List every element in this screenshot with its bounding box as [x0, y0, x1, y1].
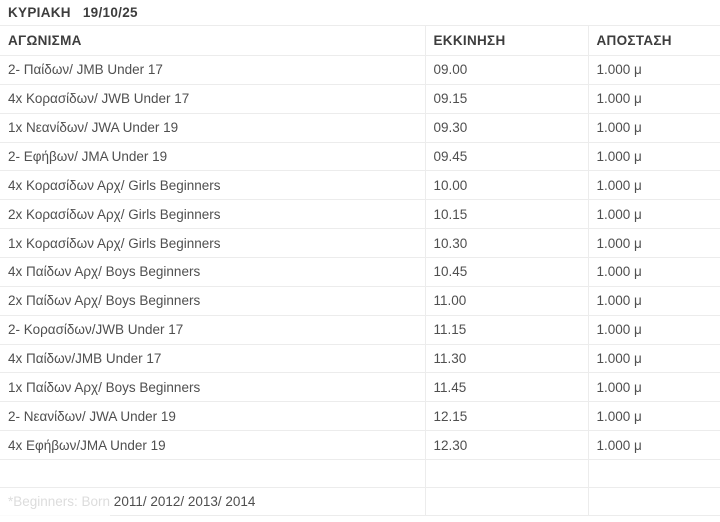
event-cell: 2- Παίδων/ JMB Under 17: [0, 55, 425, 85]
table-row: 4x Παίδων Αρχ/ Boys Beginners 10.45 1.000 …: [0, 257, 720, 287]
event-cell: 4x Κορασίδων Αρχ/ Girls Beginners: [0, 170, 425, 201]
distance-cell: 1.000 μ: [587, 199, 720, 230]
footnote-cell: *Beginners: Born 2011/ 2012/ 2013/ 2014: [0, 487, 425, 517]
table-row: 4x Κορασίδων/ JWB Under 17 09.15 1.000 μ: [0, 84, 720, 114]
table-row: 2x Κορασίδων Αρχ/ Girls Beginners 10.15 1.…: [0, 199, 720, 230]
table-row: 1x Κορασίδων Αρχ/ Girls Beginners 10.30 1.…: [0, 228, 720, 259]
table-row: 4x Παίδων/JMB Under 17 11.30 1.000 μ: [0, 344, 720, 374]
distance-cell: 1.000 μ: [587, 372, 720, 403]
event-cell: 2x Κορασίδων Αρχ/ Girls Beginners: [0, 199, 425, 230]
distance-cell: 1.000 μ: [587, 315, 720, 345]
event-cell: 1x Νεανίδων/ JWA Under 19: [0, 113, 425, 143]
footnote-row: *Beginners: Born 2011/ 2012/ 2013/ 2014: [0, 487, 720, 517]
event-cell: 2x Παίδων Αρχ/ Boys Beginners: [0, 286, 425, 316]
table-row: 2x Παίδων Αρχ/ Boys Beginners 11.00 1.000 …: [0, 286, 720, 316]
distance-cell: 1.000 μ: [587, 344, 720, 374]
distance-cell: 1.000 μ: [587, 55, 720, 85]
start-cell: 09.30: [424, 113, 588, 143]
empty-row: [0, 459, 720, 489]
footnote-distance-cell: [587, 487, 720, 517]
start-cell: 10.15: [424, 199, 588, 230]
event-cell: 1x Παίδων Αρχ/ Boys Beginners: [0, 372, 425, 403]
start-cell: 09.15: [424, 84, 588, 114]
event-cell: 2- Νεανίδων/ JWA Under 19: [0, 401, 425, 432]
empty-event-cell: [0, 459, 425, 489]
event-cell: 2- Κορασίδων/JWB Under 17: [0, 315, 425, 345]
distance-cell: 1.000 μ: [587, 401, 720, 432]
start-cell: 09.45: [424, 142, 588, 172]
distance-cell: 1.000 μ: [587, 286, 720, 316]
empty-distance-cell: [587, 459, 720, 489]
table-row: 2- Νεανίδων/ JWA Under 19 12.15 1.000 μ: [0, 401, 720, 432]
distance-cell: 1.000 μ: [587, 228, 720, 259]
start-cell: 12.30: [424, 430, 588, 461]
start-cell: 10.30: [424, 228, 588, 259]
schedule-table: ΑΓΩΝΙΣΜΑ ΕΚΚΙΝΗΣΗ ΑΠΟΣΤΑΣΗ 2- Παίδων/ JM…: [0, 26, 720, 517]
event-cell: 4x Εφήβων/JMA Under 19: [0, 430, 425, 461]
header-row: ΑΓΩΝΙΣΜΑ ΕΚΚΙΝΗΣΗ ΑΠΟΣΤΑΣΗ: [0, 26, 720, 56]
column-header-distance: ΑΠΟΣΤΑΣΗ: [587, 26, 720, 56]
footnote-start-cell: [424, 487, 588, 517]
table-row: 2- Εφήβων/ JMA Under 19 09.45 1.000 μ: [0, 142, 720, 172]
table-row: 4x Εφήβων/JMA Under 19 12.30 1.000 μ: [0, 430, 720, 461]
table-row: 4x Κορασίδων Αρχ/ Girls Beginners 10.00 1.…: [0, 170, 720, 201]
event-cell: 2- Εφήβων/ JMA Under 19: [0, 142, 425, 172]
table-row: 1x Παίδων Αρχ/ Boys Beginners 11.45 1.000 …: [0, 372, 720, 403]
column-header-event: ΑΓΩΝΙΣΜΑ: [0, 26, 425, 56]
start-cell: 10.00: [424, 170, 588, 201]
column-header-start: ΕΚΚΙΝΗΣΗ: [424, 26, 588, 56]
table-row: 2- Κορασίδων/JWB Under 17 11.15 1.000 μ: [0, 315, 720, 345]
schedule-day-label: ΚΥΡΙΑΚΗ: [8, 5, 71, 20]
distance-cell: 1.000 μ: [587, 430, 720, 461]
distance-cell: 1.000 μ: [587, 170, 720, 201]
table-row: 1x Νεανίδων/ JWA Under 19 09.30 1.000 μ: [0, 113, 720, 143]
distance-cell: 1.000 μ: [587, 142, 720, 172]
distance-cell: 1.000 μ: [587, 113, 720, 143]
schedule-title: ΚΥΡΙΑΚΗ 19/10/25: [0, 0, 720, 26]
event-cell: 4x Κορασίδων/ JWB Under 17: [0, 84, 425, 114]
start-cell: 11.15: [424, 315, 588, 345]
start-cell: 11.30: [424, 344, 588, 374]
event-cell: 4x Παίδων/JMB Under 17: [0, 344, 425, 374]
empty-start-cell: [424, 459, 588, 489]
table-row: 2- Παίδων/ JMB Under 17 09.00 1.000 μ: [0, 55, 720, 85]
start-cell: 10.45: [424, 257, 588, 287]
start-cell: 11.45: [424, 372, 588, 403]
start-cell: 09.00: [424, 55, 588, 85]
start-cell: 11.00: [424, 286, 588, 316]
event-cell: 1x Κορασίδων Αρχ/ Girls Beginners: [0, 228, 425, 259]
distance-cell: 1.000 μ: [587, 257, 720, 287]
start-cell: 12.15: [424, 401, 588, 432]
event-cell: 4x Παίδων Αρχ/ Boys Beginners: [0, 257, 425, 287]
schedule-date-label: 19/10/25: [82, 5, 138, 20]
distance-cell: 1.000 μ: [587, 84, 720, 114]
